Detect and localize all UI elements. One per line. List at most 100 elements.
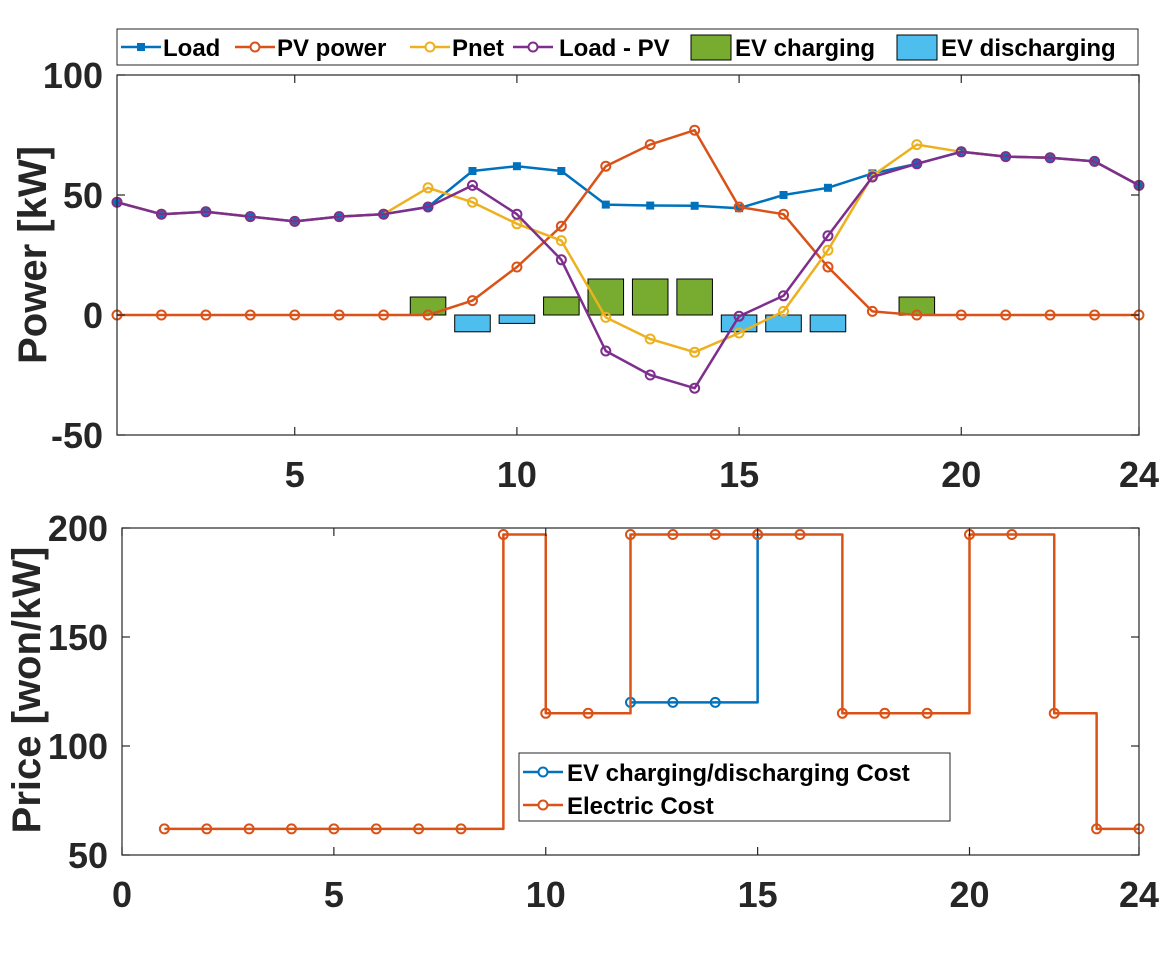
data-point-load-pv xyxy=(422,201,434,213)
price-x-tick-label: 24 xyxy=(1119,874,1159,915)
data-point-load-pv xyxy=(244,211,256,223)
data-point-electric-cost xyxy=(836,707,848,719)
data-point-electric-cost xyxy=(201,823,213,835)
legend-marker-load-minus-pv xyxy=(527,41,539,53)
data-point-load-pv xyxy=(289,215,301,227)
power-chart: 5 10 15 20 24 100 50 0 -50 Power [kW] Load PV po… xyxy=(11,28,1159,495)
legend-item-load-minus-pv: Load - PV xyxy=(513,35,670,62)
power-y-tick-label: 50 xyxy=(63,175,103,216)
power-legend-box xyxy=(116,28,1139,66)
data-point-pv-power xyxy=(289,309,301,321)
legend-label-load-minus-pv: Load - PV xyxy=(559,35,670,62)
price-y-axis-label: Price [won/kW] xyxy=(5,547,49,834)
legend-label-pv-power: PV power xyxy=(277,35,386,62)
legend-item-pv-power: PV power xyxy=(235,35,386,62)
data-point-pv-power xyxy=(466,295,478,307)
data-point-load-pv xyxy=(778,290,790,302)
data-point-load-pv xyxy=(1044,152,1056,164)
legend-item-electric-cost: Electric Cost xyxy=(523,793,714,820)
data-point-electric-cost xyxy=(243,823,255,835)
data-point-pv-power xyxy=(689,124,701,136)
legend-item-ev-charging: EV charging xyxy=(690,34,875,62)
data-point-pv-power xyxy=(600,160,612,172)
legend-swatch-ev-charging xyxy=(690,34,732,61)
price-x-tick-label: 0 xyxy=(112,874,132,915)
data-point-pnet xyxy=(600,311,612,323)
price-axis-ticks: 0 5 10 15 20 24 200 150 100 50 xyxy=(48,508,1159,915)
power-lines xyxy=(111,124,1145,394)
series-line-ev-charging-discharging-cost xyxy=(630,534,759,704)
data-point-load-pv xyxy=(155,208,167,220)
data-point-electric-cost xyxy=(158,823,170,835)
bar-ev-charging xyxy=(587,278,625,316)
power-legend: Load PV power Pnet Load - PV EV charging xyxy=(116,28,1139,66)
bar-ev-discharging xyxy=(498,314,536,324)
legend-item-pnet: Pnet xyxy=(410,35,504,62)
data-point-pv-power xyxy=(822,261,834,273)
data-point-electric-cost xyxy=(709,529,721,541)
price-x-tick-label: 10 xyxy=(526,874,566,915)
data-point-ev-charging-discharging-cost xyxy=(709,696,721,708)
price-lines xyxy=(158,529,1145,835)
data-point-electric-cost xyxy=(286,823,297,835)
data-point-pv-power xyxy=(955,309,967,321)
data-point-electric-cost xyxy=(625,529,636,541)
data-point-load-pv xyxy=(555,254,567,266)
data-point-pnet xyxy=(733,327,745,339)
data-point-load-pv xyxy=(955,146,967,158)
legend-label-ev-charging: EV charging xyxy=(735,35,875,62)
series-line-load-pv xyxy=(116,150,1140,390)
price-y-tick-label: 50 xyxy=(68,835,108,876)
power-x-tick-label: 5 xyxy=(285,454,305,495)
data-point-electric-cost xyxy=(497,529,509,541)
price-x-tick-label: 20 xyxy=(949,874,989,915)
bar-ev-discharging xyxy=(454,314,491,333)
data-point-electric-cost xyxy=(879,707,891,719)
data-point-electric-cost xyxy=(370,823,382,835)
data-point-pnet xyxy=(644,333,656,345)
data-point-load-pv xyxy=(378,208,390,220)
legend-item-ev-discharging: EV discharging xyxy=(896,34,1116,62)
data-point-load-pv xyxy=(333,211,345,223)
data-point-load xyxy=(468,167,477,175)
legend-label-ev-cost: EV charging/discharging Cost xyxy=(567,760,910,787)
bar-ev-charging xyxy=(409,296,447,316)
legend-label-electric-cost: Electric Cost xyxy=(567,793,714,820)
power-y-tick-label: 0 xyxy=(83,295,103,336)
data-point-pnet xyxy=(689,346,701,358)
data-point-pv-power xyxy=(244,309,256,321)
price-chart: 0 5 10 15 20 24 200 150 100 50 Price [won/kW] EV … xyxy=(5,508,1159,915)
data-point-load-pv xyxy=(1000,151,1012,163)
data-point-load-pv xyxy=(733,310,745,322)
data-point-electric-cost xyxy=(794,529,806,541)
price-y-tick-label: 150 xyxy=(48,617,108,658)
data-point-electric-cost xyxy=(582,707,594,719)
price-y-tick-label: 200 xyxy=(48,508,108,549)
data-point-pnet xyxy=(422,182,434,194)
data-point-pnet xyxy=(911,139,923,151)
series-line-electric-cost xyxy=(164,533,1139,831)
data-point-load xyxy=(512,162,521,171)
data-point-electric-cost xyxy=(1006,529,1018,541)
data-point-load xyxy=(823,183,832,192)
data-point-electric-cost xyxy=(667,529,679,541)
series-line-pv-power xyxy=(117,128,1139,317)
power-y-tick-label: 100 xyxy=(43,55,103,96)
legend-marker-load xyxy=(137,43,145,51)
data-point-ev-charging-discharging-cost xyxy=(667,696,679,708)
data-point-pnet xyxy=(555,235,567,247)
data-point-pv-power xyxy=(644,139,656,151)
data-point-pv-power xyxy=(378,309,390,321)
power-plot-frame xyxy=(116,74,1140,436)
price-legend: EV charging/discharging Cost Electric Co… xyxy=(518,752,951,822)
data-point-pnet xyxy=(778,305,790,317)
data-point-load-pv xyxy=(866,171,878,183)
data-point-pv-power xyxy=(422,309,434,321)
data-point-pv-power xyxy=(1044,309,1056,321)
price-plot-frame xyxy=(121,527,1140,856)
data-point-pv-power xyxy=(1000,309,1012,321)
data-point-pnet xyxy=(822,244,834,256)
legend-marker-pv-power xyxy=(249,41,261,53)
bar-ev-charging xyxy=(676,278,713,316)
